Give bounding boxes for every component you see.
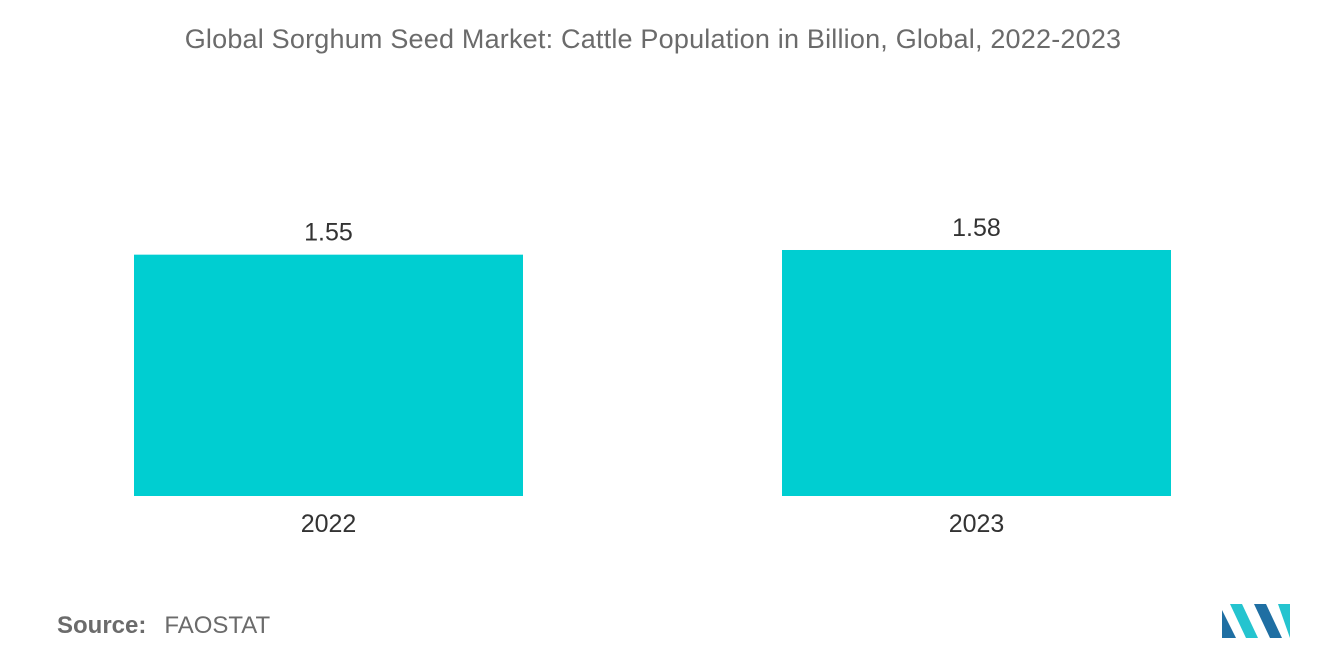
x-tick-label-2022: 2022 bbox=[301, 510, 357, 538]
labels-layer: 1.55 2022 1.58 2023 bbox=[301, 214, 1005, 538]
data-label-2023: 1.58 bbox=[952, 214, 1001, 242]
source-note: Source: FAOSTAT bbox=[57, 612, 270, 640]
chart-title: Global Sorghum Seed Market: Cattle Popul… bbox=[184, 24, 1122, 54]
source-label: Source: bbox=[57, 612, 147, 639]
bar-2022 bbox=[134, 254, 523, 496]
data-label-2022: 1.55 bbox=[304, 219, 353, 247]
bar-2023 bbox=[782, 249, 1171, 496]
x-tick-label-2023: 2023 bbox=[949, 510, 1005, 538]
bars-layer bbox=[134, 249, 1171, 496]
source-value: FAOSTAT bbox=[164, 612, 271, 639]
mordor-intelligence-logo-icon bbox=[1222, 604, 1290, 638]
